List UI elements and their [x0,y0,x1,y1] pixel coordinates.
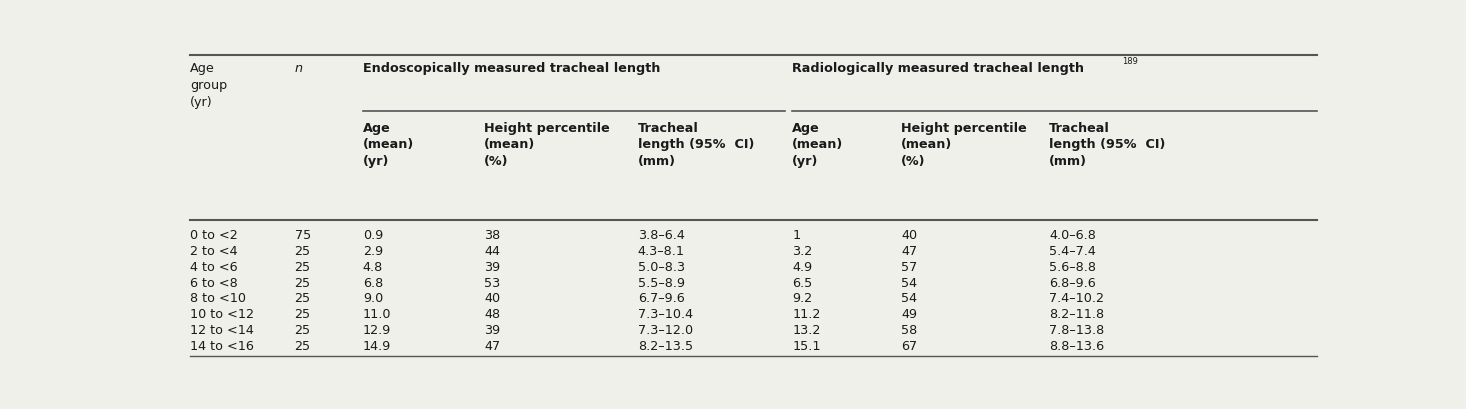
Text: 14 to <16: 14 to <16 [191,339,254,352]
Text: 14.9: 14.9 [362,339,391,352]
Text: 6 to <8: 6 to <8 [191,276,237,289]
Text: 3.2: 3.2 [792,244,812,257]
Text: 4 to <6: 4 to <6 [191,260,237,273]
Text: 12 to <14: 12 to <14 [191,323,254,336]
Text: 189: 189 [1121,57,1138,66]
Text: 67: 67 [902,339,918,352]
Text: 3.8–6.4: 3.8–6.4 [638,229,685,242]
Text: 0.9: 0.9 [362,229,383,242]
Text: 53: 53 [484,276,500,289]
Text: 4.8: 4.8 [362,260,383,273]
Text: 9.2: 9.2 [792,292,812,305]
Text: 54: 54 [902,292,918,305]
Text: Age
(mean)
(yr): Age (mean) (yr) [792,121,843,167]
Text: 0 to <2: 0 to <2 [191,229,237,242]
Text: n: n [295,62,302,75]
Text: 8.2–11.8: 8.2–11.8 [1050,307,1104,320]
Text: Tracheal
length (95%  CI)
(mm): Tracheal length (95% CI) (mm) [638,121,754,167]
Text: 10 to <12: 10 to <12 [191,307,254,320]
Text: 4.0–6.8: 4.0–6.8 [1050,229,1097,242]
Text: 40: 40 [902,229,918,242]
Text: 25: 25 [295,244,311,257]
Text: 7.3–12.0: 7.3–12.0 [638,323,693,336]
Text: 6.8–9.6: 6.8–9.6 [1050,276,1095,289]
Text: 5.5–8.9: 5.5–8.9 [638,276,685,289]
Text: 12.9: 12.9 [362,323,391,336]
Text: 2.9: 2.9 [362,244,383,257]
Text: 15.1: 15.1 [792,339,821,352]
Text: 40: 40 [484,292,500,305]
Text: Radiologically measured tracheal length: Radiologically measured tracheal length [792,62,1085,75]
Text: 5.4–7.4: 5.4–7.4 [1050,244,1097,257]
Text: 75: 75 [295,229,311,242]
Text: Age
(mean)
(yr): Age (mean) (yr) [362,121,413,167]
Text: Endoscopically measured tracheal length: Endoscopically measured tracheal length [362,62,660,75]
Text: 25: 25 [295,276,311,289]
Text: Height percentile
(mean)
(%): Height percentile (mean) (%) [902,121,1028,167]
Text: 38: 38 [484,229,500,242]
Text: 8 to <10: 8 to <10 [191,292,246,305]
Text: 5.6–8.8: 5.6–8.8 [1050,260,1097,273]
Text: 7.3–10.4: 7.3–10.4 [638,307,693,320]
Text: 11.2: 11.2 [792,307,821,320]
Text: 9.0: 9.0 [362,292,383,305]
Text: 6.8: 6.8 [362,276,383,289]
Text: Tracheal
length (95%  CI)
(mm): Tracheal length (95% CI) (mm) [1050,121,1165,167]
Text: 5.0–8.3: 5.0–8.3 [638,260,685,273]
Text: 25: 25 [295,292,311,305]
Text: 58: 58 [902,323,918,336]
Text: 25: 25 [295,323,311,336]
Text: 44: 44 [484,244,500,257]
Text: 6.7–9.6: 6.7–9.6 [638,292,685,305]
Text: 49: 49 [902,307,918,320]
Text: 8.2–13.5: 8.2–13.5 [638,339,693,352]
Text: 54: 54 [902,276,918,289]
Text: Height percentile
(mean)
(%): Height percentile (mean) (%) [484,121,610,167]
Text: 6.5: 6.5 [792,276,812,289]
Text: 7.4–10.2: 7.4–10.2 [1050,292,1104,305]
Text: 2 to <4: 2 to <4 [191,244,237,257]
Text: 4.9: 4.9 [792,260,812,273]
Text: 25: 25 [295,307,311,320]
Text: 8.8–13.6: 8.8–13.6 [1050,339,1104,352]
Text: 13.2: 13.2 [792,323,821,336]
Text: 11.0: 11.0 [362,307,391,320]
Text: 1: 1 [792,229,800,242]
Text: 47: 47 [484,339,500,352]
Text: 47: 47 [902,244,918,257]
Text: 39: 39 [484,260,500,273]
Text: 39: 39 [484,323,500,336]
Text: 7.8–13.8: 7.8–13.8 [1050,323,1104,336]
Text: 25: 25 [295,339,311,352]
Text: 4.3–8.1: 4.3–8.1 [638,244,685,257]
Text: 57: 57 [902,260,918,273]
Text: 48: 48 [484,307,500,320]
Text: 25: 25 [295,260,311,273]
Text: Age
group
(yr): Age group (yr) [191,62,227,108]
